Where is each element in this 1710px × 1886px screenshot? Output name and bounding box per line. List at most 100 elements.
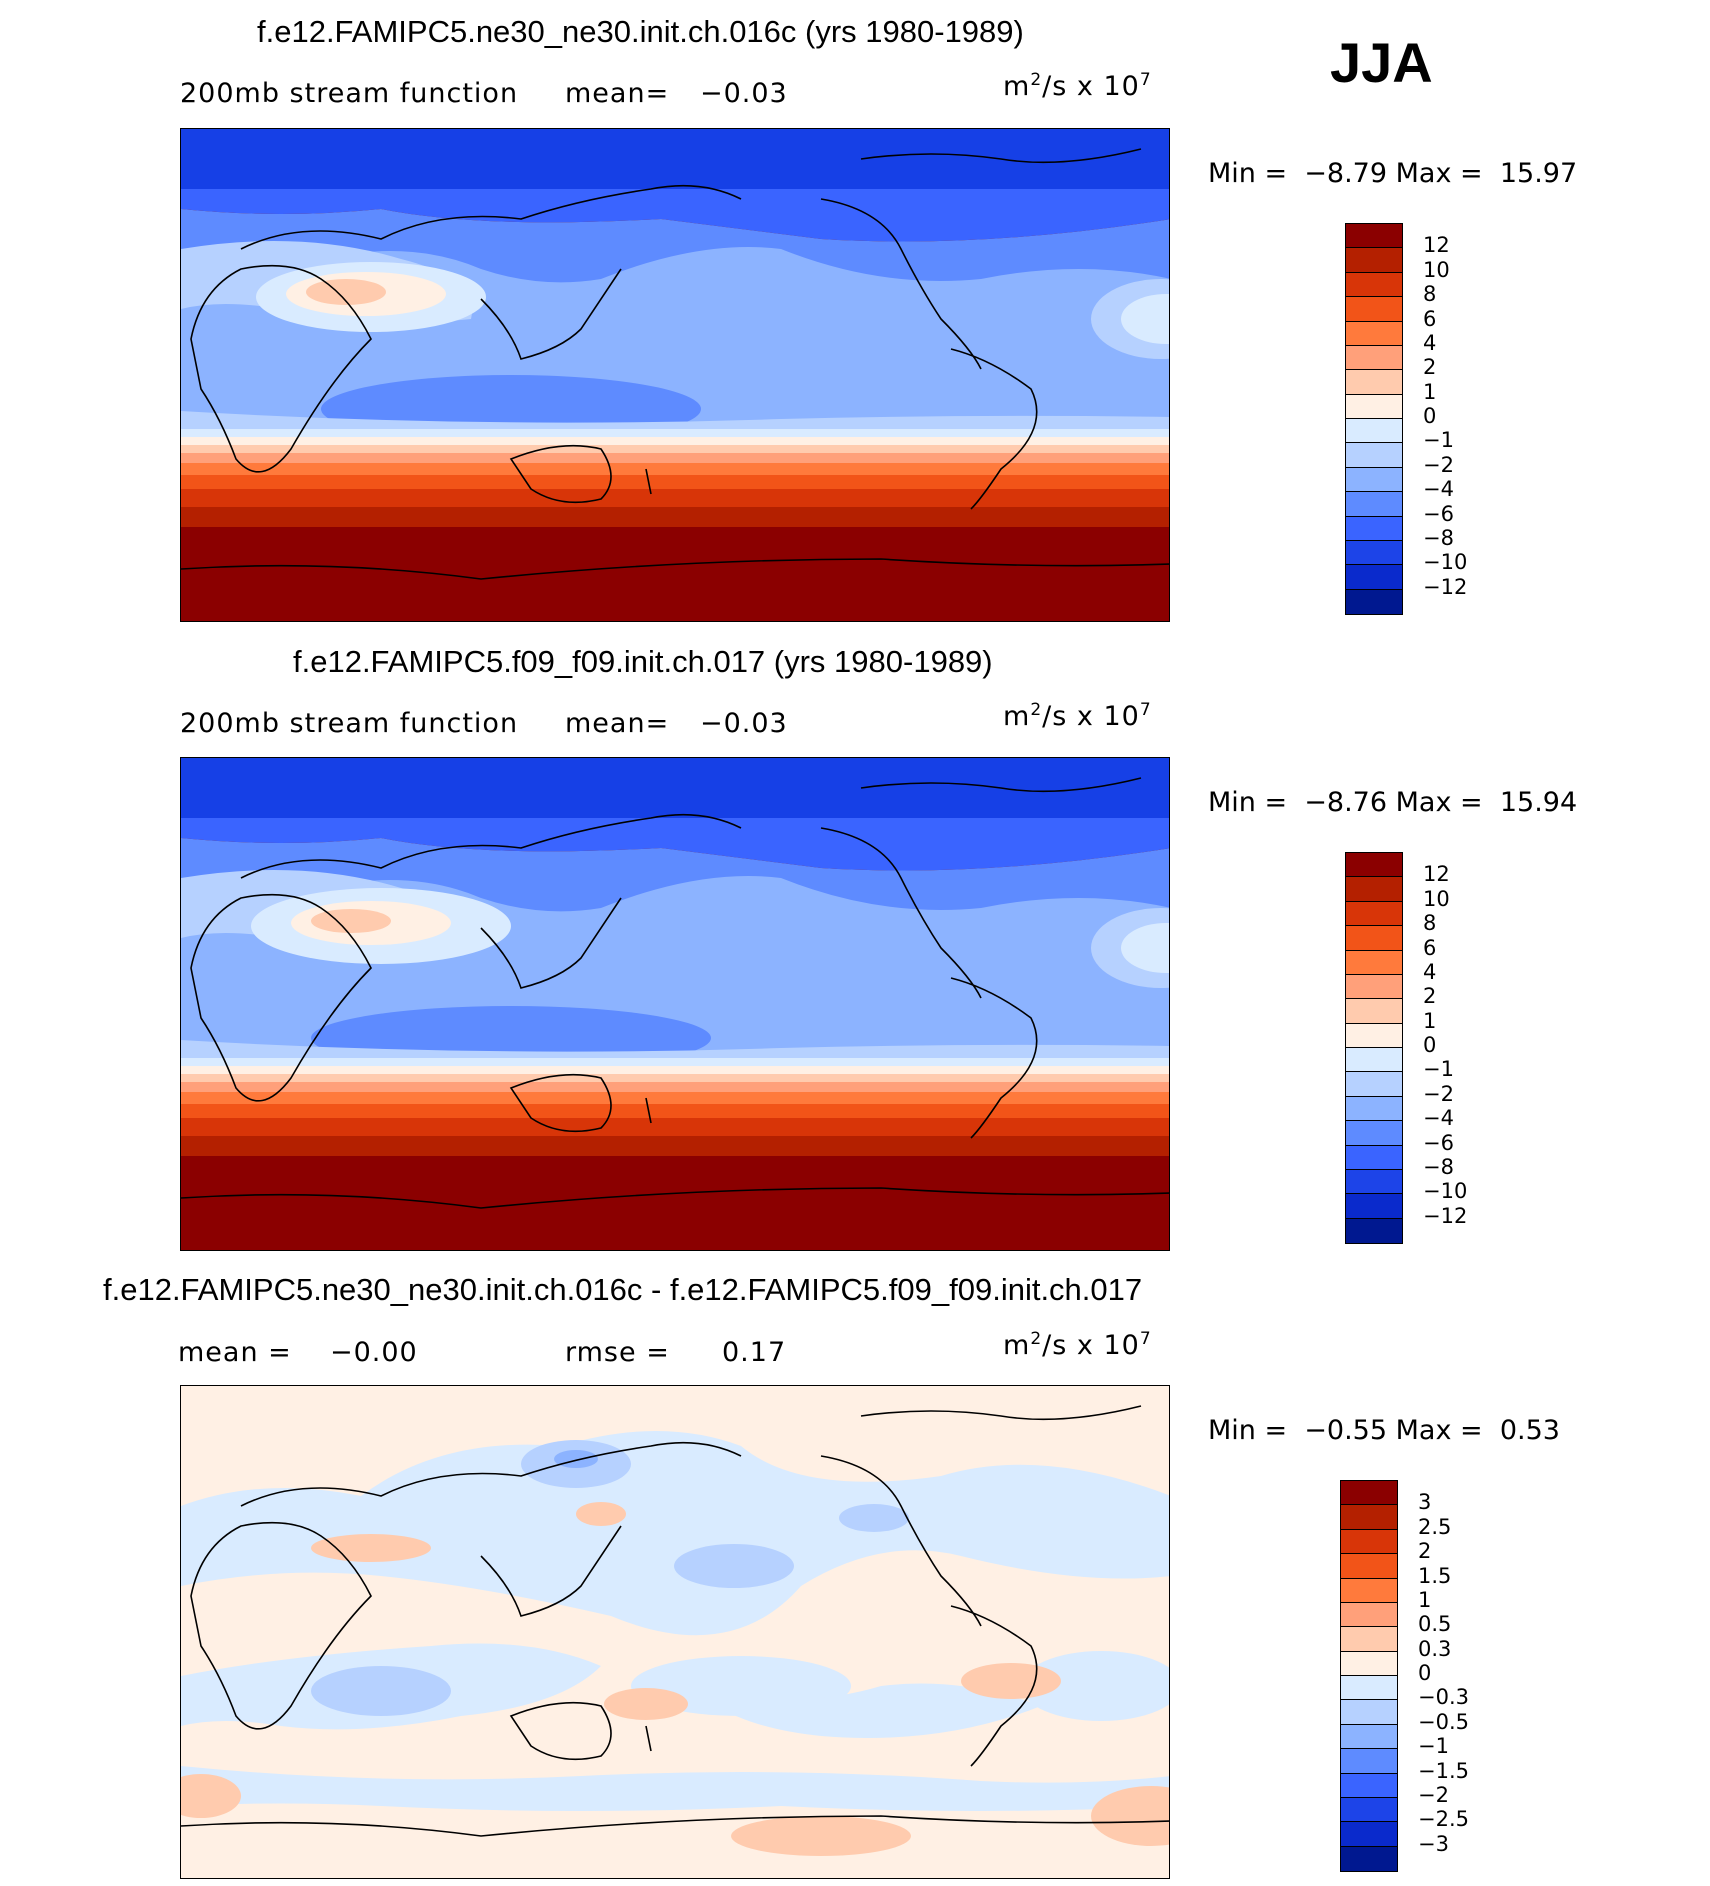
colorbar-tick-label: 2 xyxy=(1418,1539,1432,1564)
colorbar-tick-label: −2.5 xyxy=(1418,1807,1469,1832)
colorbar-swatch xyxy=(1346,394,1402,419)
colorbar-swatch xyxy=(1341,1578,1397,1603)
season-label: JJA xyxy=(1330,31,1433,94)
colorbar-tick-label: −1 xyxy=(1423,428,1454,453)
colorbar-tick-label: −2 xyxy=(1423,1081,1454,1106)
colorbar-tick-label: 2 xyxy=(1423,984,1437,1009)
colorbar-swatch xyxy=(1341,1749,1397,1774)
panel3-title: f.e12.FAMIPC5.ne30_ne30.init.ch.016c - f… xyxy=(103,1272,1143,1307)
colorbar-swatch xyxy=(1341,1481,1397,1506)
colorbar-swatch xyxy=(1341,1627,1397,1652)
colorbar-swatch xyxy=(1346,565,1402,590)
colorbar-tick-label: 0 xyxy=(1418,1661,1432,1685)
colorbar-swatch xyxy=(1346,853,1402,878)
colorbar-swatch xyxy=(1346,1145,1402,1170)
panel3-map xyxy=(180,1385,1170,1879)
colorbar-tick-label: 0.5 xyxy=(1418,1612,1452,1637)
colorbar-tick-label: −1.5 xyxy=(1418,1758,1469,1783)
panel1-min-max: Min = −8.79 Max = 15.97 xyxy=(1208,158,1578,189)
colorbar-swatch xyxy=(1346,901,1402,927)
panel3-colorbar xyxy=(1340,1480,1398,1872)
colorbar-swatch xyxy=(1341,1700,1397,1725)
colorbar-tick-label: 2.5 xyxy=(1418,1514,1452,1539)
panel2-min-max: Min = −8.76 Max = 15.94 xyxy=(1208,787,1578,818)
panel3-rmse-label: rmse = xyxy=(565,1337,670,1368)
colorbar-tick-label: −3 xyxy=(1418,1831,1449,1856)
panel1-colorbar xyxy=(1345,223,1403,615)
colorbar-tick-label: −1 xyxy=(1423,1057,1454,1082)
panel1-variable-label: 200mb stream function xyxy=(180,78,519,109)
panel2-colorbar xyxy=(1345,852,1403,1244)
colorbar-swatch xyxy=(1346,516,1402,541)
panel1-map xyxy=(180,128,1170,622)
colorbar-tick-label: −8 xyxy=(1423,525,1454,550)
colorbar-swatch xyxy=(1346,248,1402,273)
colorbar-tick-label: −8 xyxy=(1423,1154,1454,1179)
colorbar-tick-label: −2 xyxy=(1418,1782,1449,1807)
colorbar-tick-label: −4 xyxy=(1423,477,1454,502)
colorbar-swatch xyxy=(1346,345,1402,371)
panel3-mean-label: mean = xyxy=(178,1337,292,1368)
colorbar-tick-label: −12 xyxy=(1423,574,1468,599)
colorbar-tick-label: −10 xyxy=(1423,550,1468,575)
colorbar-swatch xyxy=(1346,443,1402,468)
colorbar-swatch xyxy=(1341,1554,1397,1579)
colorbar-swatch xyxy=(1346,370,1402,395)
colorbar-tick-label: 0 xyxy=(1423,1033,1437,1057)
colorbar-swatch xyxy=(1346,492,1402,517)
colorbar-tick-label: 1 xyxy=(1423,379,1437,404)
panel2-mean-label: mean= xyxy=(565,708,670,739)
colorbar-tick-label: 12 xyxy=(1423,862,1450,887)
colorbar-swatch xyxy=(1346,272,1402,298)
colorbar-swatch xyxy=(1346,321,1402,346)
panel2-units: m2/s x 107 xyxy=(1003,700,1152,732)
colorbar-tick-label: −6 xyxy=(1423,501,1454,526)
colorbar-tick-label: 1 xyxy=(1423,1008,1437,1033)
colorbar-tick-label: 0.3 xyxy=(1418,1636,1452,1661)
panel2-mean-value: −0.03 xyxy=(700,708,788,739)
panel2-variable-label: 200mb stream function xyxy=(180,708,519,739)
colorbar-tick-label: −0.5 xyxy=(1418,1709,1469,1734)
colorbar-swatch xyxy=(1341,1676,1397,1701)
colorbar-swatch xyxy=(1346,1194,1402,1219)
colorbar-tick-label: 4 xyxy=(1423,330,1437,355)
panel1-units: m2/s x 107 xyxy=(1003,70,1152,102)
colorbar-tick-label: −6 xyxy=(1423,1130,1454,1155)
colorbar-swatch xyxy=(1341,1773,1397,1798)
colorbar-swatch xyxy=(1346,224,1402,249)
colorbar-swatch xyxy=(1341,1529,1397,1555)
colorbar-swatch xyxy=(1346,1072,1402,1097)
colorbar-tick-label: 6 xyxy=(1423,306,1437,331)
colorbar-swatch xyxy=(1341,1651,1397,1676)
colorbar-swatch xyxy=(1346,467,1402,493)
colorbar-swatch xyxy=(1341,1797,1397,1823)
colorbar-swatch xyxy=(1346,540,1402,566)
colorbar-tick-label: 10 xyxy=(1423,257,1450,282)
colorbar-swatch xyxy=(1346,1096,1402,1122)
colorbar-swatch xyxy=(1346,877,1402,902)
panel1-mean-label: mean= xyxy=(565,78,670,109)
colorbar-swatch xyxy=(1346,1169,1402,1195)
colorbar-tick-label: 6 xyxy=(1423,935,1437,960)
panel3-rmse-value: 0.17 xyxy=(722,1337,787,1368)
panel1-mean-value: −0.03 xyxy=(700,78,788,109)
colorbar-swatch xyxy=(1341,1822,1397,1847)
colorbar-swatch xyxy=(1346,1023,1402,1048)
colorbar-tick-label: 8 xyxy=(1423,282,1437,307)
colorbar-swatch xyxy=(1341,1846,1397,1871)
colorbar-tick-label: 10 xyxy=(1423,886,1450,911)
colorbar-swatch xyxy=(1346,950,1402,975)
colorbar-tick-label: 2 xyxy=(1423,355,1437,380)
colorbar-swatch xyxy=(1346,974,1402,1000)
colorbar-tick-label: −0.3 xyxy=(1418,1685,1469,1710)
colorbar-swatch xyxy=(1346,419,1402,444)
colorbar-tick-label: 1 xyxy=(1418,1587,1432,1612)
colorbar-tick-label: 3 xyxy=(1418,1490,1432,1515)
colorbar-swatch xyxy=(1346,999,1402,1024)
colorbar-tick-label: −4 xyxy=(1423,1106,1454,1131)
panel3-units: m2/s x 107 xyxy=(1003,1329,1152,1361)
panel2-title: f.e12.FAMIPC5.f09_f09.init.ch.017 (yrs 1… xyxy=(293,644,993,679)
colorbar-tick-label: 1.5 xyxy=(1418,1563,1452,1588)
panel3-min-max: Min = −0.55 Max = 0.53 xyxy=(1208,1415,1560,1446)
colorbar-swatch xyxy=(1346,297,1402,322)
